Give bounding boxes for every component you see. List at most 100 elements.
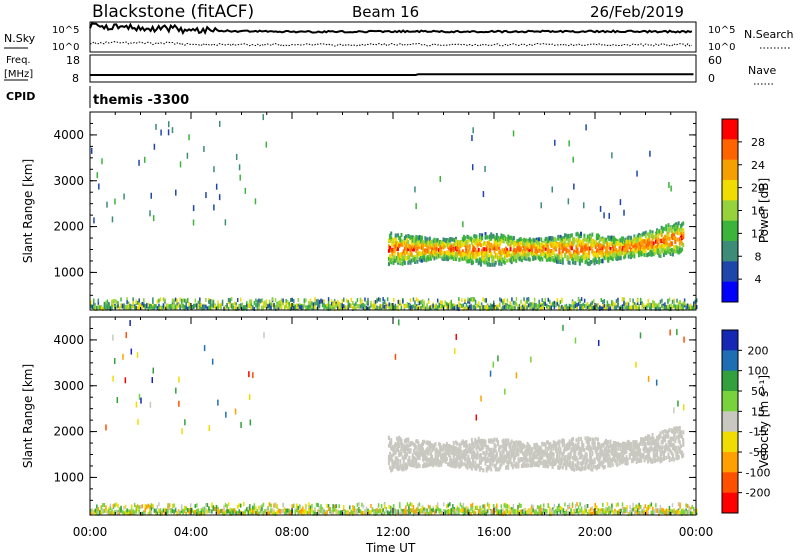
- velocity-cell: [441, 452, 444, 457]
- velocity-cell: [510, 448, 513, 453]
- power-cell: [465, 255, 468, 260]
- power-cell: [280, 300, 283, 305]
- power-cell: [407, 252, 410, 257]
- power-cell: [200, 303, 203, 308]
- power-cell: [432, 250, 435, 255]
- velocity-cell: [436, 460, 439, 465]
- power-cell: [179, 161, 182, 168]
- power-cell: [199, 297, 201, 302]
- power-cell: [411, 238, 414, 243]
- velocity-cell: [412, 448, 415, 453]
- velocity-cell: [422, 439, 425, 444]
- power-cell: [364, 297, 366, 302]
- velocity-cell: [607, 440, 610, 445]
- velocity-cell: [599, 455, 602, 460]
- power-cell: [597, 233, 600, 238]
- power-cell: [643, 239, 646, 244]
- power-cell: [403, 255, 406, 260]
- power-cell: [507, 234, 510, 239]
- power-cell: [676, 298, 678, 303]
- power-cell: [641, 251, 644, 256]
- velocity-cell: [457, 449, 460, 454]
- velocity-cell: [493, 448, 496, 453]
- velocity-cell: [404, 447, 407, 452]
- velocity-cell: [649, 446, 652, 451]
- power-cell: [565, 305, 568, 310]
- power-cell: [126, 300, 128, 305]
- power-cell: [447, 240, 450, 245]
- power-cell: [612, 242, 615, 247]
- velocity-cell: [445, 457, 448, 462]
- velocity-cell: [644, 446, 647, 451]
- power-cell: [479, 305, 481, 310]
- power-cell: [570, 306, 572, 311]
- power-cell: [499, 252, 502, 257]
- velocity-cell: [584, 436, 587, 441]
- power-cell: [612, 246, 615, 251]
- power-cell: [511, 257, 514, 262]
- velocity-cell: [387, 461, 390, 466]
- velocity-cell: [648, 441, 651, 446]
- power-cell: [635, 303, 637, 308]
- power-cell: [657, 237, 660, 242]
- power-cell: [584, 251, 587, 256]
- velocity-cell: [654, 445, 657, 450]
- power-cell: [477, 247, 480, 252]
- power-cell: [661, 303, 663, 308]
- velocity-cell: [653, 443, 656, 448]
- velocity-cell: [559, 460, 562, 465]
- power-cell: [537, 248, 540, 253]
- velocity-cell: [583, 456, 586, 461]
- power-cell: [437, 241, 440, 246]
- velocity-cell: [598, 461, 601, 466]
- power-cell: [253, 307, 256, 312]
- power-cell: [274, 298, 277, 303]
- power-cell: [474, 241, 477, 246]
- velocity-cell: [661, 436, 664, 441]
- power-cell: [500, 261, 503, 266]
- power-cell: [318, 302, 321, 307]
- velocity-cell: [393, 464, 396, 469]
- power-cell: [388, 302, 390, 307]
- y-tick-label: 3000: [53, 174, 84, 188]
- power-cell: [576, 303, 578, 308]
- power-cell: [582, 302, 584, 307]
- power-cell: [370, 303, 372, 308]
- velocity-cell: [450, 450, 453, 455]
- power-cell: [593, 240, 596, 245]
- velocity-cell: [490, 438, 493, 443]
- velocity-cell: [402, 457, 405, 462]
- velocity-cell: [634, 450, 637, 455]
- power-cell: [583, 237, 586, 242]
- power-cell: [117, 303, 119, 308]
- velocity-cell: [595, 466, 598, 471]
- velocity-cell: [643, 458, 646, 463]
- power-cell: [651, 230, 654, 235]
- power-cell: [244, 305, 247, 310]
- power-cell: [457, 240, 460, 245]
- velocity-cell: [459, 460, 462, 465]
- power-cell: [611, 152, 613, 159]
- power-cell: [490, 236, 493, 241]
- power-cell: [535, 307, 537, 312]
- power-cell: [305, 298, 307, 303]
- velocity-cell: [666, 430, 669, 435]
- velocity-cell: [592, 464, 595, 469]
- power-cell: [450, 305, 453, 310]
- power-cell: [656, 239, 659, 244]
- power-cell: [491, 262, 494, 267]
- velocity-cell: [601, 461, 604, 466]
- velocity-cell: [614, 441, 617, 446]
- power-cell: [569, 242, 572, 247]
- power-cell: [599, 237, 602, 242]
- power-cell: [512, 240, 515, 245]
- power-cell: [682, 301, 684, 306]
- velocity-cell: [660, 452, 663, 457]
- velocity-cell: [570, 466, 573, 471]
- velocity-cell: [466, 449, 469, 454]
- power-cell: [609, 252, 612, 257]
- power-cell: [592, 258, 595, 263]
- velocity-cell: [453, 446, 456, 451]
- power-cell: [650, 252, 653, 257]
- power-cell: [541, 257, 544, 262]
